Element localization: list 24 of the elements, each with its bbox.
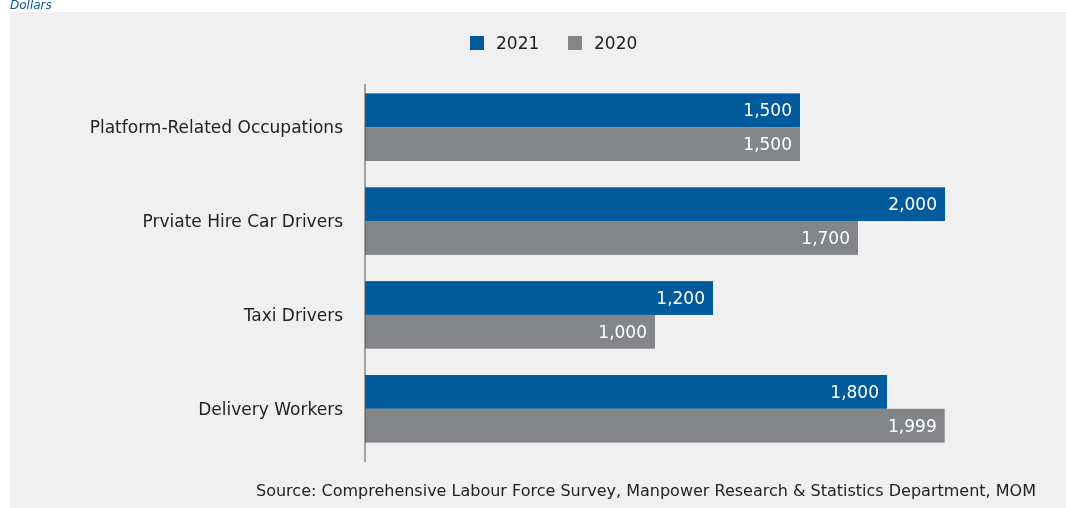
data-label: 1,999 [888,415,937,436]
bar [365,93,800,128]
y-tick-label: Prviate Hire Car Drivers [142,211,344,232]
bar [365,375,887,409]
text: Dollars [10,0,52,12]
data-label: 2,000 [888,194,937,215]
data-label: 1,200 [656,287,705,308]
data-label: 1,700 [801,227,850,248]
bar [365,281,713,315]
y-tick-label: Platform-Related Occupations [89,117,344,138]
bar [365,408,945,443]
source-note: Source: Comprehensive Labour Force Survey, Manpower Research & Statistics Department, MOM [256,481,1036,500]
legend-label: 2020 [594,32,638,53]
bar [365,187,945,222]
data-label: 1,800 [830,381,879,402]
y-tick-label: Taxi Drivers [242,304,344,325]
data-label: 1,500 [743,100,792,121]
bar [365,314,655,349]
bar [365,221,858,255]
data-label: 1,500 [743,134,792,155]
legend-label: 2021 [496,32,540,53]
y-tick-label: Delivery Workers [198,398,344,419]
data-label: 1,000 [598,321,647,342]
bar [365,127,800,161]
